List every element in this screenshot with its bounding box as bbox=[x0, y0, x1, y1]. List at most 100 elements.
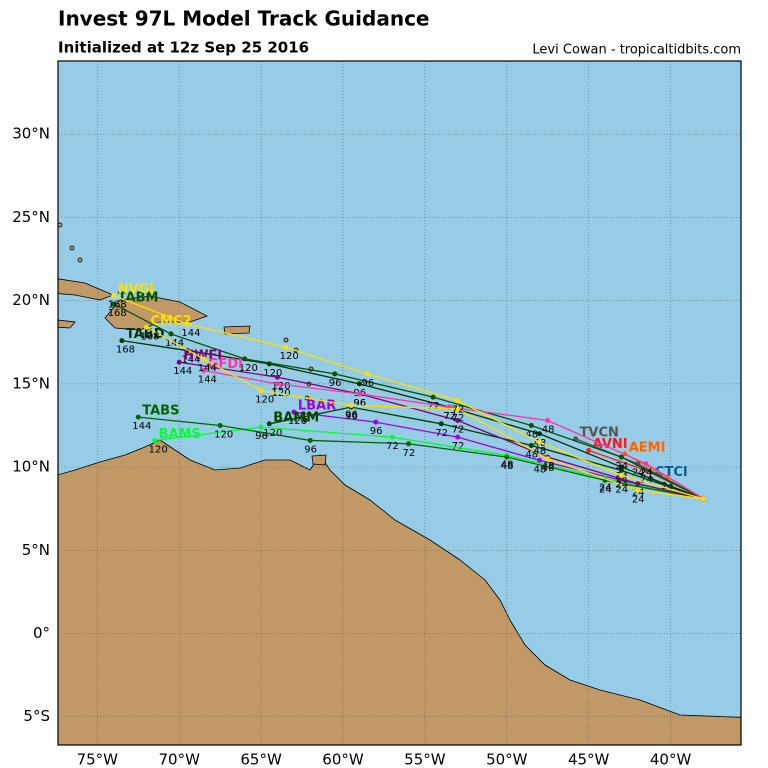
track-point bbox=[143, 324, 149, 330]
hour-label: 120 bbox=[263, 428, 282, 439]
track-point bbox=[455, 398, 461, 404]
track-point bbox=[545, 456, 551, 462]
hour-label: 96 bbox=[255, 431, 268, 442]
model-label: AVNI bbox=[593, 437, 628, 452]
hour-label: 48 bbox=[525, 449, 538, 460]
hour-label: 24 bbox=[632, 488, 645, 499]
hour-label: 24 bbox=[640, 468, 653, 479]
track-point bbox=[184, 321, 190, 327]
subtitle: Initialized at 12z Sep 25 2016 bbox=[58, 39, 309, 57]
frame bbox=[57, 60, 742, 746]
model-label: TABS bbox=[142, 404, 179, 419]
model-label: GFDI bbox=[208, 357, 243, 372]
hour-label: 72 bbox=[386, 441, 399, 452]
hour-label: 144 bbox=[181, 355, 200, 366]
hour-label: 120 bbox=[214, 429, 233, 440]
hour-label: 48 bbox=[501, 461, 514, 472]
track-point bbox=[537, 431, 543, 437]
track-point bbox=[618, 454, 624, 460]
track-point bbox=[258, 388, 264, 394]
track-point bbox=[504, 454, 510, 460]
track-point bbox=[291, 409, 297, 415]
track-point bbox=[283, 344, 289, 350]
hour-label: 96 bbox=[370, 426, 383, 437]
lon-label: 55°W bbox=[404, 751, 446, 768]
model-label: BAMM bbox=[273, 410, 319, 425]
hour-label: 96 bbox=[304, 444, 317, 455]
track-point bbox=[528, 442, 534, 448]
track-point bbox=[528, 422, 534, 428]
hour-label: 96 bbox=[329, 378, 342, 389]
hour-label: 24 bbox=[615, 484, 628, 495]
lat-label: 5°N bbox=[22, 541, 50, 559]
track-point bbox=[455, 406, 461, 412]
lat-label: 30°N bbox=[12, 125, 50, 143]
hour-label: 48 bbox=[525, 429, 538, 440]
lon-label: 70°W bbox=[158, 751, 200, 768]
lat-label: 20°N bbox=[12, 291, 50, 309]
hour-label: 96 bbox=[353, 398, 366, 409]
track-point bbox=[111, 293, 117, 299]
track-point bbox=[430, 394, 436, 400]
lon-label: 40°W bbox=[650, 751, 692, 768]
hour-label: 24 bbox=[640, 474, 653, 485]
lat-label: 0° bbox=[33, 624, 50, 642]
lon-label: 50°W bbox=[486, 751, 528, 768]
track-point bbox=[274, 374, 280, 380]
track-point bbox=[635, 487, 641, 493]
track-point bbox=[537, 457, 543, 463]
model-label: NVGI bbox=[118, 282, 154, 297]
hour-label: 96 bbox=[345, 411, 358, 422]
lat-label: 10°N bbox=[12, 458, 50, 476]
track-point bbox=[119, 338, 125, 344]
track-point bbox=[618, 464, 624, 470]
hour-label: 48 bbox=[534, 446, 547, 457]
track-point bbox=[635, 481, 641, 487]
hour-label: 72 bbox=[427, 401, 440, 412]
track-point bbox=[266, 421, 272, 427]
track-point bbox=[700, 496, 706, 502]
track-point bbox=[455, 434, 461, 440]
model-label: CTCI bbox=[655, 465, 688, 480]
hour-label: 144 bbox=[198, 363, 217, 374]
hour-label: 24 bbox=[599, 483, 612, 494]
track-point bbox=[307, 437, 313, 443]
hour-label: 120 bbox=[255, 395, 274, 406]
track-point bbox=[201, 356, 207, 362]
model-label: TABD bbox=[126, 327, 165, 342]
track-point bbox=[242, 356, 248, 362]
track-point bbox=[389, 434, 395, 440]
lon-label: 60°W bbox=[322, 751, 364, 768]
track-point bbox=[168, 331, 174, 337]
hour-label: 168 bbox=[140, 331, 159, 342]
hour-label: 96 bbox=[345, 409, 358, 420]
lon-label: 75°W bbox=[77, 751, 119, 768]
model-track bbox=[113, 303, 704, 500]
hour-label: 24 bbox=[615, 479, 628, 490]
hour-label: 24 bbox=[615, 474, 628, 485]
track-point bbox=[274, 381, 280, 387]
hour-label: 72 bbox=[435, 428, 448, 439]
track-point bbox=[373, 419, 379, 425]
model-label: TVCN bbox=[580, 425, 619, 440]
hour-label: 24 bbox=[615, 461, 628, 472]
hour-label: 48 bbox=[542, 424, 555, 435]
model-track bbox=[113, 295, 704, 500]
lat-label: 5°S bbox=[23, 707, 50, 725]
credit: Levi Cowan - tropicaltidbits.com bbox=[532, 43, 741, 58]
hour-label: 144 bbox=[173, 366, 192, 377]
track-point bbox=[586, 447, 592, 453]
lat-label: 25°N bbox=[12, 208, 50, 226]
track-point bbox=[406, 441, 412, 447]
model-track bbox=[146, 326, 704, 500]
hour-label: 72 bbox=[443, 411, 456, 422]
hour-label: 120 bbox=[263, 368, 282, 379]
model-label: LBAR bbox=[298, 399, 336, 414]
track-point bbox=[258, 424, 264, 430]
hour-label: 96 bbox=[353, 398, 366, 409]
title: Invest 97L Model Track Guidance bbox=[58, 7, 430, 31]
hour-label: 48 bbox=[542, 461, 555, 472]
track-point bbox=[438, 421, 444, 427]
hour-label: 168 bbox=[108, 308, 127, 319]
